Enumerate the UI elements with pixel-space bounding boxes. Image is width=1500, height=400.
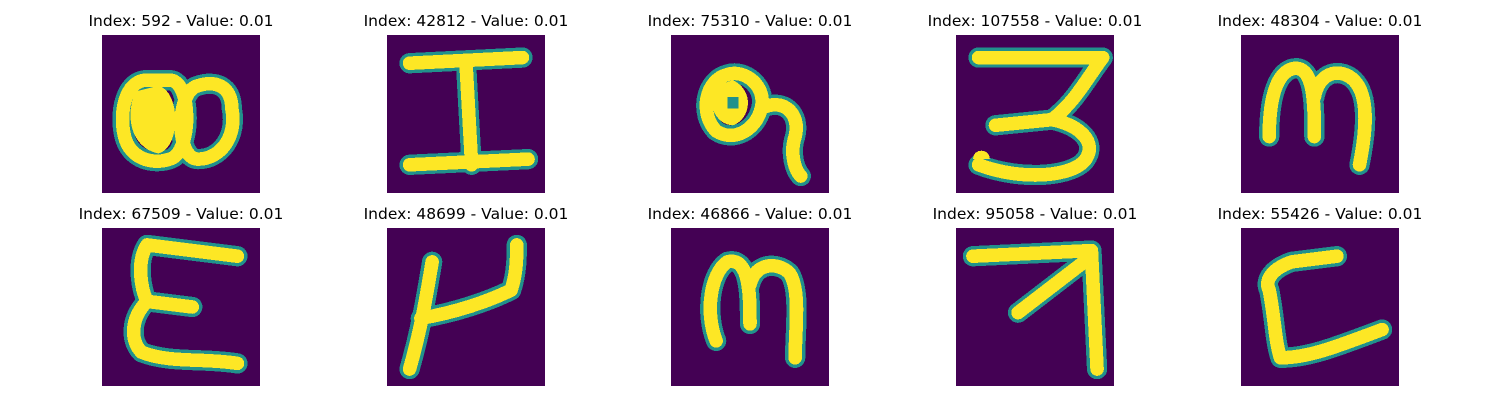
panel-title: Index: 48699 - Value: 0.01	[363, 205, 569, 223]
glyph-stroke	[1262, 61, 1372, 172]
panel-title: Index: 48304 - Value: 0.01	[1217, 12, 1423, 30]
glyph-fill	[972, 150, 990, 160]
panel-9: Index: 95058 - Value: 0.01	[933, 205, 1137, 386]
glyph-image	[671, 228, 829, 386]
panel-title: Index: 107558 - Value: 0.01	[927, 12, 1143, 30]
panel-3: Index: 75310 - Value: 0.01	[648, 12, 852, 193]
glyph-image	[956, 35, 1114, 193]
panel-title: Index: 75310 - Value: 0.01	[647, 12, 853, 30]
glyph-stroke	[703, 254, 804, 365]
glyph-stroke	[971, 50, 1110, 182]
glyph-stroke	[699, 66, 808, 183]
glyph-stroke	[115, 73, 240, 168]
glyph-stroke	[966, 243, 1104, 376]
panel-4: Index: 107558 - Value: 0.01	[928, 12, 1142, 193]
glyph-image	[1241, 228, 1399, 386]
panel-title: Index: 95058 - Value: 0.01	[932, 205, 1138, 223]
glyph-hole	[727, 97, 739, 109]
glyph-image	[102, 35, 260, 193]
glyph-image	[956, 228, 1114, 386]
panel-title: Index: 67509 - Value: 0.01	[78, 205, 284, 223]
glyph-image	[1241, 35, 1399, 193]
panel-title: Index: 592 - Value: 0.01	[88, 12, 274, 30]
panel-title: Index: 46866 - Value: 0.01	[647, 205, 853, 223]
panel-2: Index: 42812 - Value: 0.01	[364, 12, 568, 193]
panel-5: Index: 48304 - Value: 0.01	[1218, 12, 1422, 193]
panel-title: Index: 55426 - Value: 0.01	[1217, 205, 1423, 223]
panel-8: Index: 46866 - Value: 0.01	[648, 205, 852, 386]
glyph-fill	[130, 85, 176, 154]
glyph-image	[387, 35, 545, 193]
panel-7: Index: 48699 - Value: 0.01	[364, 205, 568, 386]
glyph-image	[387, 228, 545, 386]
glyph-stroke	[126, 238, 245, 371]
glyph-stroke	[402, 238, 524, 376]
panel-10: Index: 55426 - Value: 0.01	[1218, 205, 1422, 386]
panel-title: Index: 42812 - Value: 0.01	[363, 12, 569, 30]
glyph-image	[102, 228, 260, 386]
glyph-image	[671, 35, 829, 193]
panel-6: Index: 67509 - Value: 0.01	[79, 205, 283, 386]
panel-1: Index: 592 - Value: 0.01	[88, 12, 274, 193]
glyph-stroke	[402, 50, 535, 172]
glyph-stroke	[1261, 249, 1389, 365]
